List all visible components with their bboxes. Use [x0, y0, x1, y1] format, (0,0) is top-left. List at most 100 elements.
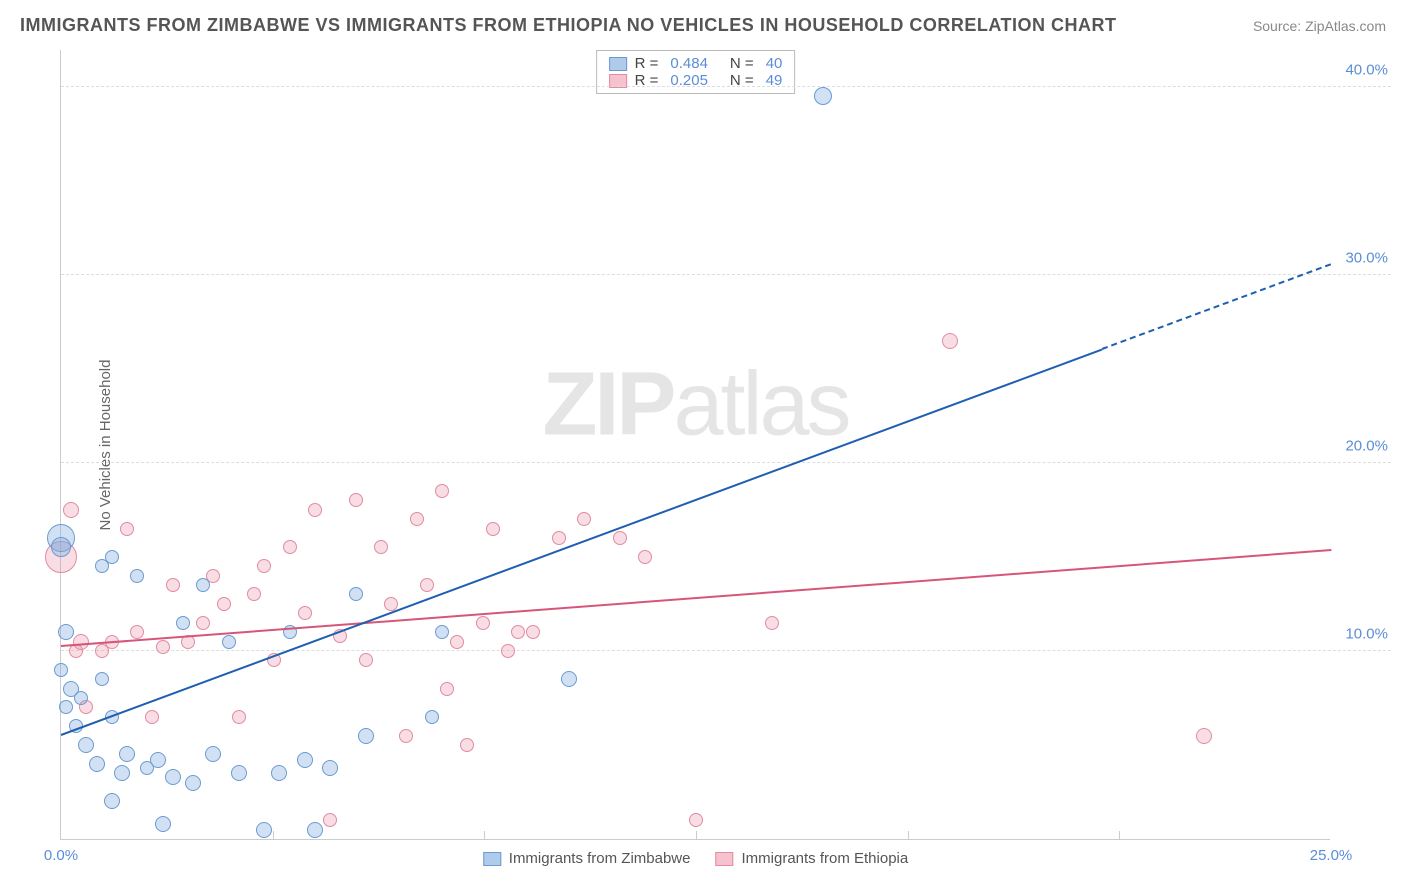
zimbabwe-swatch-icon: [483, 852, 501, 866]
point-ethiopia: [689, 813, 703, 827]
watermark-strong: ZIP: [542, 355, 673, 455]
point-ethiopia: [501, 644, 515, 658]
point-ethiopia: [359, 653, 373, 667]
point-zimbabwe: [105, 550, 119, 564]
point-zimbabwe: [119, 746, 135, 762]
r-value: 0.484: [670, 55, 708, 72]
point-zimbabwe: [561, 671, 577, 687]
legend-label: Immigrants from Ethiopia: [741, 850, 908, 867]
point-zimbabwe: [74, 691, 88, 705]
point-zimbabwe: [114, 765, 130, 781]
point-zimbabwe: [205, 746, 221, 762]
point-zimbabwe: [435, 625, 449, 639]
gridline-h: [61, 462, 1391, 463]
point-zimbabwe: [165, 769, 181, 785]
point-zimbabwe: [59, 700, 73, 714]
y-tick-label: 10.0%: [1345, 625, 1388, 642]
point-ethiopia: [552, 531, 566, 545]
point-zimbabwe: [425, 710, 439, 724]
point-ethiopia: [283, 540, 297, 554]
point-ethiopia: [130, 625, 144, 639]
point-ethiopia: [145, 710, 159, 724]
point-ethiopia: [440, 682, 454, 696]
point-ethiopia: [232, 710, 246, 724]
y-tick-label: 40.0%: [1345, 61, 1388, 78]
legend-label: Immigrants from Zimbabwe: [509, 850, 691, 867]
n-label: N =: [730, 55, 754, 72]
stats-legend: R = 0.484 N = 40 R = 0.205 N = 49: [596, 50, 796, 94]
point-zimbabwe: [349, 587, 363, 601]
point-ethiopia: [257, 559, 271, 573]
point-zimbabwe: [95, 672, 109, 686]
zimbabwe-swatch-icon: [609, 57, 627, 71]
n-value: 40: [766, 55, 783, 72]
point-ethiopia: [349, 493, 363, 507]
point-ethiopia: [577, 512, 591, 526]
trendline-zimbabwe-dash: [1102, 263, 1331, 350]
point-ethiopia: [399, 729, 413, 743]
point-zimbabwe: [150, 752, 166, 768]
x-tick-label: 0.0%: [44, 847, 78, 864]
point-ethiopia: [166, 578, 180, 592]
point-zimbabwe: [271, 765, 287, 781]
point-ethiopia: [420, 578, 434, 592]
point-ethiopia: [450, 635, 464, 649]
point-zimbabwe: [78, 737, 94, 753]
point-ethiopia: [156, 640, 170, 654]
point-ethiopia: [196, 616, 210, 630]
legend-item-ethiopia: Immigrants from Ethiopia: [715, 850, 908, 867]
point-ethiopia: [323, 813, 337, 827]
gridline-h: [61, 838, 1391, 839]
point-ethiopia: [435, 484, 449, 498]
point-ethiopia: [374, 540, 388, 554]
point-zimbabwe: [297, 752, 313, 768]
point-ethiopia: [486, 522, 500, 536]
point-ethiopia: [942, 333, 958, 349]
point-zimbabwe: [322, 760, 338, 776]
point-ethiopia: [410, 512, 424, 526]
point-ethiopia: [526, 625, 540, 639]
point-zimbabwe: [58, 624, 74, 640]
point-zimbabwe: [155, 816, 171, 832]
watermark-light: atlas: [673, 355, 848, 455]
gridline-h: [61, 86, 1391, 87]
point-zimbabwe: [231, 765, 247, 781]
plot-region: ZIPatlas R = 0.484 N = 40 R = 0.205 N = …: [60, 50, 1330, 840]
gridline-h: [61, 274, 1391, 275]
point-zimbabwe: [54, 663, 68, 677]
point-zimbabwe: [104, 793, 120, 809]
point-ethiopia: [298, 606, 312, 620]
gridline-h: [61, 650, 1391, 651]
x-tick-minor: [696, 831, 697, 839]
point-zimbabwe: [814, 87, 832, 105]
ethiopia-swatch-icon: [715, 852, 733, 866]
point-zimbabwe: [222, 635, 236, 649]
point-zimbabwe: [185, 775, 201, 791]
point-ethiopia: [1196, 728, 1212, 744]
source-attribution: Source: ZipAtlas.com: [1253, 18, 1386, 34]
series-legend: Immigrants from Zimbabwe Immigrants from…: [483, 850, 908, 867]
point-zimbabwe: [196, 578, 210, 592]
x-tick-minor: [1119, 831, 1120, 839]
point-ethiopia: [765, 616, 779, 630]
r-label: R =: [635, 55, 659, 72]
watermark: ZIPatlas: [542, 354, 848, 457]
point-zimbabwe: [358, 728, 374, 744]
point-zimbabwe: [51, 537, 71, 557]
point-ethiopia: [511, 625, 525, 639]
point-ethiopia: [308, 503, 322, 517]
chart-title: IMMIGRANTS FROM ZIMBABWE VS IMMIGRANTS F…: [20, 15, 1116, 36]
x-tick-minor: [908, 831, 909, 839]
y-tick-label: 20.0%: [1345, 437, 1388, 454]
point-zimbabwe: [130, 569, 144, 583]
point-ethiopia: [217, 597, 231, 611]
point-zimbabwe: [89, 756, 105, 772]
point-ethiopia: [613, 531, 627, 545]
chart-area: No Vehicles in Household ZIPatlas R = 0.…: [60, 50, 1390, 840]
x-tick-minor: [273, 831, 274, 839]
point-zimbabwe: [256, 822, 272, 838]
legend-item-zimbabwe: Immigrants from Zimbabwe: [483, 850, 691, 867]
point-ethiopia: [247, 587, 261, 601]
point-zimbabwe: [176, 616, 190, 630]
point-ethiopia: [638, 550, 652, 564]
